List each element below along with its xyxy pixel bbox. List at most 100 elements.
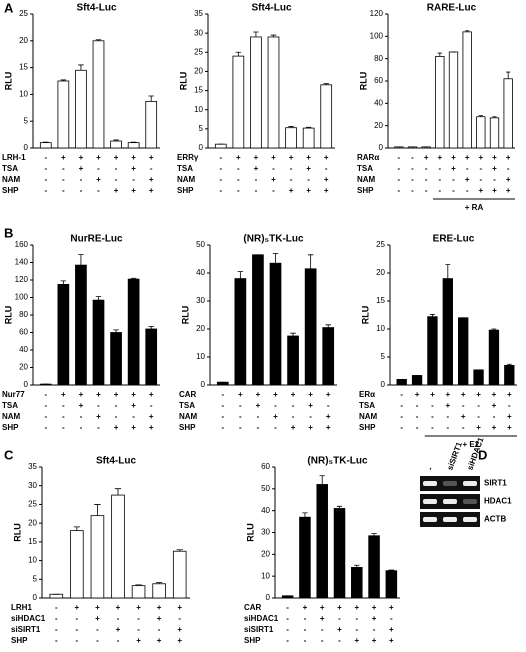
condition-sign: + <box>424 153 429 162</box>
y-tick-label: 100 <box>370 31 384 40</box>
condition-sign: + <box>96 412 101 421</box>
condition-sign: - <box>115 401 118 410</box>
condition-sign: - <box>178 614 181 623</box>
condition-sign: + <box>61 390 66 399</box>
condition-sign: + <box>114 390 119 399</box>
condition-sign: + <box>79 401 84 410</box>
condition-sign: - <box>239 423 242 432</box>
condition-sign: + <box>177 636 182 645</box>
bar <box>476 116 486 149</box>
error-bar <box>60 280 67 285</box>
y-tick-label: 30 <box>28 481 37 490</box>
bar <box>435 56 445 149</box>
condition-sign: + <box>320 614 325 623</box>
y-axis-label: RLU <box>178 72 188 91</box>
condition-sign: - <box>416 412 419 421</box>
error-bar <box>43 141 49 143</box>
condition-label: NAM <box>359 412 378 421</box>
error-bar <box>336 505 343 509</box>
condition-sign: - <box>97 423 100 432</box>
condition-sign: - <box>132 412 135 421</box>
condition-sign: - <box>355 625 358 634</box>
bar <box>152 583 166 599</box>
condition-sign: + <box>476 390 481 399</box>
condition-sign: + <box>131 153 136 162</box>
condition-sign: + <box>326 423 331 432</box>
bar <box>172 550 187 599</box>
bar <box>458 317 469 386</box>
bar <box>250 36 262 149</box>
condition-sign: + <box>157 636 162 645</box>
bar <box>304 268 317 386</box>
condition-sign: - <box>76 614 79 623</box>
chart-title: (NR)₅TK-Luc <box>243 234 304 245</box>
condition-label: siHDAC1 <box>11 614 46 623</box>
y-tick-label: 30 <box>261 528 270 537</box>
condition-sign: + <box>254 153 259 162</box>
panel-letter: B <box>4 225 13 240</box>
condition-sign: - <box>508 401 511 410</box>
y-tick-label: 25 <box>28 500 37 509</box>
condition-sign: - <box>507 164 510 173</box>
y-tick-label: 120 <box>370 9 384 18</box>
bar <box>216 381 229 386</box>
bar <box>131 585 146 599</box>
condition-sign: - <box>411 153 414 162</box>
condition-sign: - <box>239 412 242 421</box>
error-bar <box>94 504 101 516</box>
condition-sign: - <box>321 625 324 634</box>
error-bar <box>237 271 244 279</box>
condition-sign: - <box>397 153 400 162</box>
error-bar <box>445 264 451 279</box>
y-tick-label: 40 <box>19 345 28 354</box>
condition-sign: + <box>445 401 450 410</box>
error-bar <box>148 95 154 102</box>
condition-sign: + <box>492 164 497 173</box>
condition-sign: - <box>150 164 153 173</box>
condition-sign: - <box>97 401 100 410</box>
condition-sign: + <box>430 390 435 399</box>
y-tick-label: 35 <box>194 9 203 18</box>
condition-sign: - <box>292 412 295 421</box>
chart-title: RARE-Luc <box>427 3 477 14</box>
condition-sign: - <box>55 636 58 645</box>
condition-sign: - <box>137 625 140 634</box>
y-tick-label: 10 <box>194 105 203 114</box>
condition-label: siHDAC1 <box>244 614 279 623</box>
condition-sign: + <box>354 636 359 645</box>
y-axis-label: RLU <box>3 72 13 91</box>
error-bar <box>492 116 497 118</box>
bar <box>503 78 513 149</box>
error-bar <box>148 325 154 329</box>
y-axis-label: RLU <box>360 306 370 325</box>
condition-sign: + <box>114 153 119 162</box>
condition-sign: - <box>477 401 480 410</box>
condition-sign: - <box>44 186 47 195</box>
error-bar <box>506 363 512 366</box>
bar <box>287 335 299 386</box>
condition-sign: - <box>431 412 434 421</box>
error-bar <box>176 549 183 552</box>
condition-sign: + <box>451 164 456 173</box>
condition-sign: - <box>272 186 275 195</box>
lane-label: siSIRT1 <box>445 440 464 471</box>
error-bar <box>253 31 259 37</box>
bar <box>127 278 140 386</box>
condition-sign: + <box>492 186 497 195</box>
condition-sign: - <box>219 186 222 195</box>
condition-sign: + <box>236 153 241 162</box>
bar <box>351 567 363 599</box>
error-bar <box>437 52 442 57</box>
bar <box>110 332 122 386</box>
bar <box>57 283 70 386</box>
gel-band <box>443 499 457 504</box>
condition-sign: - <box>286 614 289 623</box>
condition-sign: + <box>372 614 377 623</box>
condition-sign: - <box>96 636 99 645</box>
y-axis-label: RLU <box>358 72 368 91</box>
condition-sign: - <box>44 412 47 421</box>
y-tick-label: 20 <box>374 121 383 130</box>
condition-sign: - <box>55 614 58 623</box>
bar <box>442 278 453 386</box>
y-tick-label: 25 <box>194 47 203 56</box>
